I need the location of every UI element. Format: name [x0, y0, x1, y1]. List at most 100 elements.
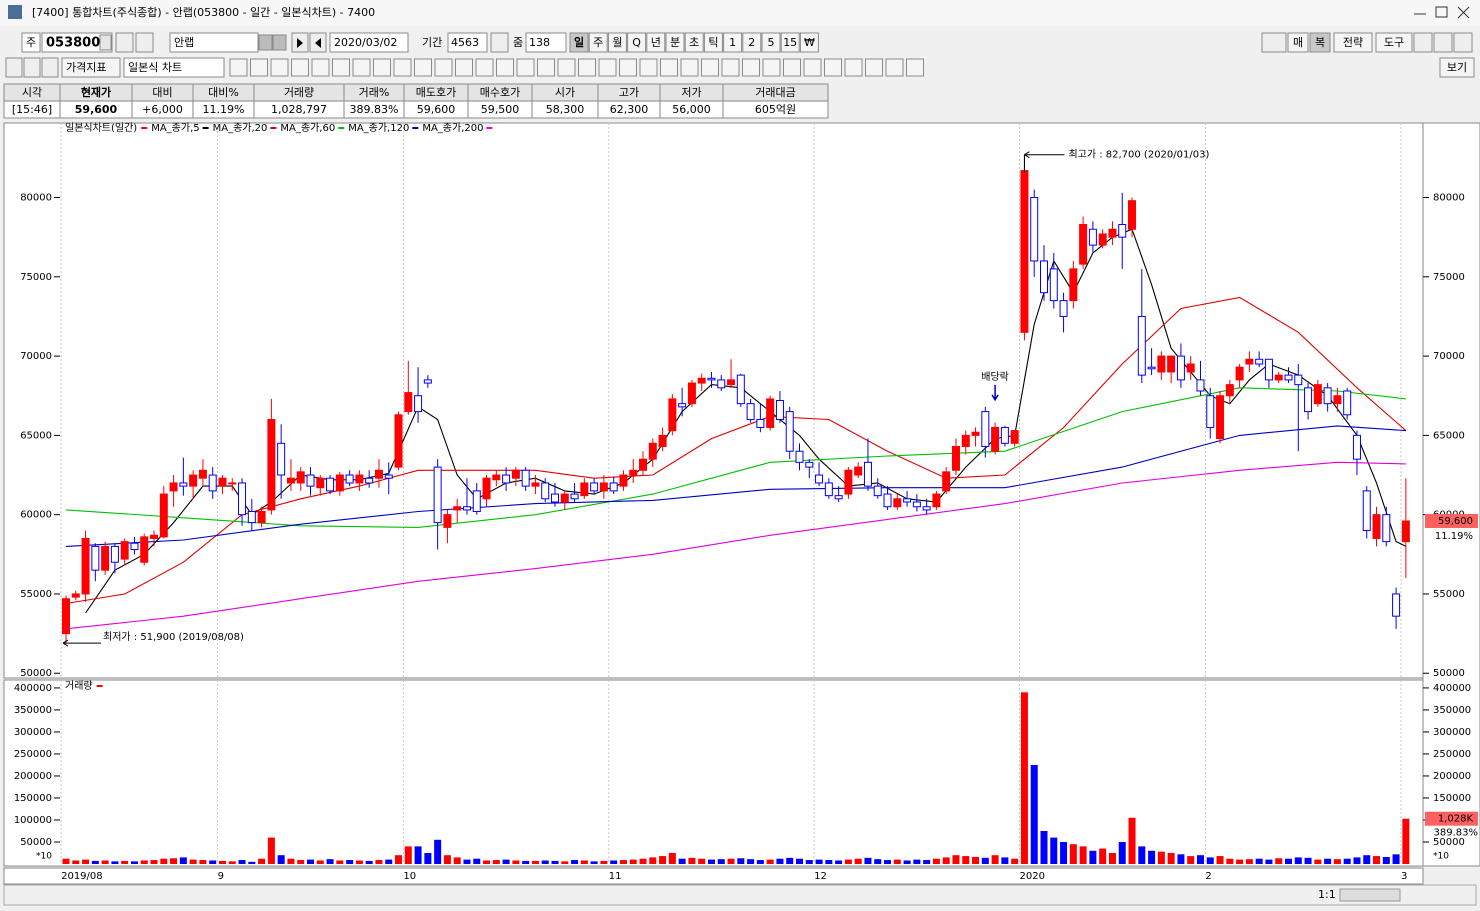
- candle-body: [1333, 395, 1342, 405]
- volume-bar: [1128, 817, 1136, 864]
- drawing-tool[interactable]: [557, 58, 576, 77]
- drawing-tool[interactable]: [906, 58, 924, 77]
- drawing-tool[interactable]: [311, 58, 330, 77]
- drawing-tool[interactable]: [393, 58, 412, 77]
- volume-bar: [258, 858, 266, 864]
- interval-button[interactable]: [703, 32, 723, 53]
- interval-button[interactable]: [665, 32, 685, 53]
- interval-button[interactable]: [569, 32, 589, 53]
- interval-button[interactable]: [646, 32, 666, 53]
- interval-label: 15: [783, 36, 797, 49]
- dropdown[interactable]: [99, 34, 112, 51]
- candle-body: [648, 442, 657, 460]
- indicator-button[interactable]: [61, 57, 121, 78]
- candle-body: [815, 474, 824, 484]
- interval-button[interactable]: [607, 32, 627, 53]
- market-select[interactable]: [21, 32, 41, 53]
- style-select[interactable]: [123, 57, 225, 78]
- name-input[interactable]: [169, 32, 259, 53]
- drawing-tool[interactable]: [701, 58, 719, 77]
- candle-body: [101, 545, 110, 571]
- tool-icon[interactable]: [1433, 32, 1453, 53]
- volume-bar: [1285, 858, 1292, 864]
- interval-button[interactable]: [742, 32, 762, 53]
- tool-icon[interactable]: [258, 34, 273, 51]
- quote-value: 59,500: [481, 103, 520, 116]
- drawing-tool[interactable]: [537, 58, 555, 77]
- right-button[interactable]: [1287, 32, 1309, 53]
- drawing-tool[interactable]: [762, 58, 781, 77]
- scroll-thumb[interactable]: [1339, 888, 1401, 902]
- code-input[interactable]: [41, 32, 113, 53]
- drawing-tool[interactable]: [660, 58, 678, 77]
- drawing-tool[interactable]: [680, 58, 699, 77]
- drawing-tool[interactable]: [332, 58, 350, 77]
- tool-icon[interactable]: [135, 32, 154, 53]
- drawing-tool[interactable]: [455, 58, 473, 77]
- interval-button[interactable]: [799, 32, 819, 53]
- drawing-tool[interactable]: [291, 58, 309, 77]
- drawing-tool[interactable]: [721, 58, 740, 77]
- tool-icon[interactable]: [23, 57, 41, 78]
- drawing-tool[interactable]: [639, 58, 658, 77]
- candle-body: [971, 431, 980, 436]
- interval-button[interactable]: [684, 32, 704, 53]
- drawing-tool[interactable]: [434, 58, 453, 77]
- window-controls[interactable]: [1414, 6, 1470, 19]
- drawing-tool[interactable]: [496, 58, 514, 77]
- drawing-tool[interactable]: [844, 58, 863, 77]
- view-button[interactable]: [1439, 57, 1475, 78]
- drawing-tool[interactable]: [270, 58, 289, 77]
- right-button[interactable]: [1333, 32, 1373, 53]
- tool-icon[interactable]: [1413, 32, 1433, 53]
- tool-icon[interactable]: [1453, 32, 1473, 53]
- drawing-tool[interactable]: [824, 58, 842, 77]
- interval-button[interactable]: [723, 32, 743, 53]
- drawing-tool[interactable]: [803, 58, 822, 77]
- interval-button[interactable]: [780, 32, 800, 53]
- close[interactable]: [1457, 6, 1470, 19]
- legend-entry: MA_종가,120: [348, 122, 409, 134]
- maximize[interactable]: [1435, 6, 1448, 18]
- zoom-input[interactable]: [525, 32, 567, 53]
- cloud-button[interactable]: [1261, 32, 1287, 53]
- drawing-tool[interactable]: [352, 58, 371, 77]
- date-input[interactable]: [329, 32, 409, 53]
- volume-bar: [893, 859, 901, 864]
- tool-icon[interactable]: [272, 34, 287, 51]
- quote-header: 현재가: [81, 85, 111, 99]
- drawing-tool[interactable]: [598, 58, 617, 77]
- x-axis-pane: [3, 867, 1424, 885]
- interval-button[interactable]: [627, 32, 647, 53]
- tool-icon[interactable]: [490, 32, 509, 53]
- tool-icon[interactable]: [115, 32, 134, 53]
- drawing-tool[interactable]: [865, 58, 883, 77]
- volume-bar: [1030, 764, 1038, 864]
- interval-button[interactable]: [761, 32, 781, 53]
- candle-body: [150, 534, 159, 539]
- period-input[interactable]: [447, 32, 488, 53]
- candle-body: [942, 471, 951, 492]
- drawing-tool[interactable]: [250, 58, 268, 77]
- right-button-label: 매: [1293, 36, 1303, 49]
- volume-bar: [815, 859, 823, 864]
- candle-body: [1206, 395, 1215, 428]
- tool-icon[interactable]: [41, 57, 59, 78]
- drawing-tool[interactable]: [783, 58, 801, 77]
- drawing-tool[interactable]: [475, 58, 494, 77]
- drawing-tool[interactable]: [619, 58, 637, 77]
- drawing-tool[interactable]: [885, 58, 904, 77]
- candle-body: [130, 542, 139, 551]
- drawing-tool[interactable]: [742, 58, 760, 77]
- scrollbar[interactable]: [3, 884, 1477, 906]
- right-button[interactable]: [1309, 32, 1331, 53]
- drawing-tool[interactable]: [373, 58, 391, 77]
- drawing-tool[interactable]: [578, 58, 596, 77]
- drawing-tool[interactable]: [516, 58, 535, 77]
- drawing-tool[interactable]: [229, 58, 248, 77]
- interval-button[interactable]: [588, 32, 608, 53]
- candle-body: [81, 537, 90, 595]
- drawing-tool[interactable]: [414, 58, 432, 77]
- tool-icon[interactable]: [5, 57, 23, 78]
- right-button[interactable]: [1375, 32, 1413, 53]
